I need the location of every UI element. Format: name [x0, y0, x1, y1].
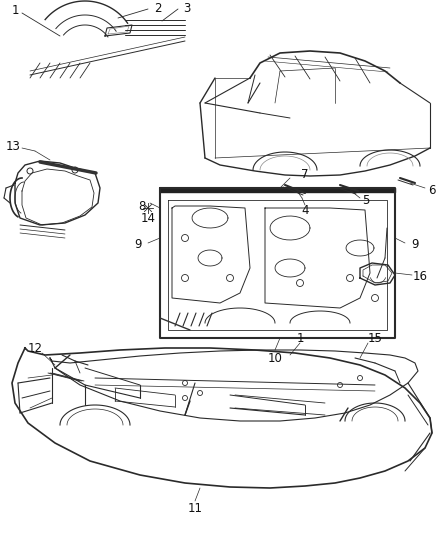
Text: 8: 8: [138, 199, 146, 213]
Text: 9: 9: [411, 238, 419, 252]
Text: 10: 10: [268, 351, 283, 365]
Text: 14: 14: [141, 212, 155, 224]
Text: 7: 7: [301, 168, 309, 182]
Text: 2: 2: [154, 3, 162, 15]
Text: 11: 11: [187, 502, 202, 514]
Text: 12: 12: [28, 342, 42, 354]
Text: 13: 13: [6, 140, 21, 152]
Text: 4: 4: [301, 204, 309, 216]
Text: 1: 1: [11, 4, 19, 17]
Text: 16: 16: [413, 271, 427, 284]
Text: 15: 15: [367, 332, 382, 344]
Text: 6: 6: [428, 184, 436, 198]
Text: 1: 1: [296, 332, 304, 344]
Text: 3: 3: [184, 3, 191, 15]
Text: 5: 5: [362, 195, 370, 207]
Text: 9: 9: [134, 238, 142, 252]
